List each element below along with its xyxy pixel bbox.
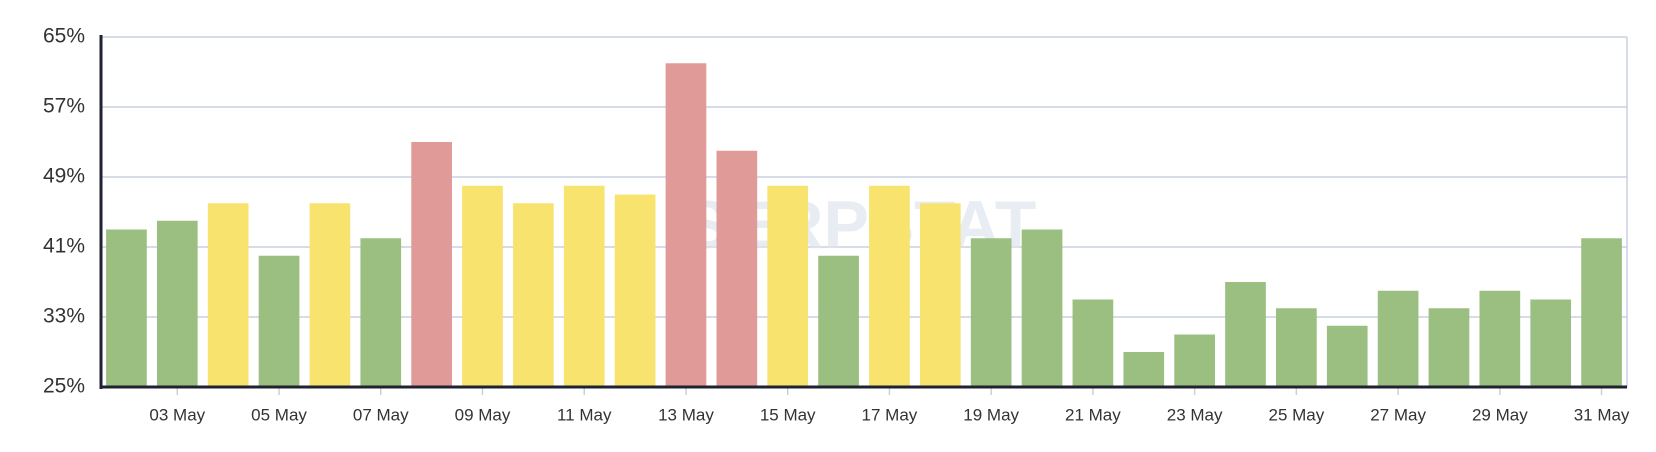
- x-tick-label: 07 May: [353, 405, 409, 424]
- bar: [1581, 238, 1622, 387]
- x-tick-label: 17 May: [862, 405, 918, 424]
- y-tick-label: 65%: [43, 25, 85, 48]
- x-tick-label: 21 May: [1065, 405, 1121, 424]
- bar: [869, 185, 910, 387]
- bar: [1021, 229, 1063, 387]
- y-tick-label: 25%: [43, 375, 85, 398]
- bar: [207, 203, 249, 387]
- bar: [1326, 325, 1368, 387]
- bar: [563, 185, 605, 387]
- x-tick-label: 13 May: [658, 405, 714, 424]
- bar: [970, 238, 1012, 387]
- bar: [411, 142, 452, 387]
- x-tick-label: 15 May: [760, 405, 816, 424]
- x-tick-label: 09 May: [455, 405, 511, 424]
- bar: [360, 238, 402, 387]
- bar: [309, 203, 351, 387]
- x-tick-label: 31 May: [1574, 405, 1630, 424]
- bar: [258, 255, 300, 387]
- y-tick-label: 49%: [43, 165, 85, 188]
- bar: [1174, 334, 1215, 387]
- x-tick-label: 23 May: [1167, 405, 1223, 424]
- bar: [1123, 352, 1165, 387]
- bar: [665, 63, 707, 387]
- bar: [818, 255, 859, 387]
- x-tick-label: 29 May: [1472, 405, 1528, 424]
- y-tick-label: 57%: [43, 95, 85, 118]
- bar: [106, 229, 147, 387]
- bar: [919, 203, 961, 387]
- bar: [1276, 308, 1317, 387]
- bar: [1072, 299, 1114, 387]
- x-tick-label: 05 May: [251, 405, 307, 424]
- bar: [1377, 290, 1419, 387]
- bar: [513, 203, 554, 387]
- bar: [462, 185, 503, 387]
- y-tick-label: 33%: [43, 305, 85, 328]
- bar: [614, 194, 656, 387]
- bar: [716, 150, 758, 387]
- bar: [156, 220, 198, 387]
- bar: [1428, 308, 1470, 387]
- x-tick-label: 19 May: [963, 405, 1019, 424]
- bar: [1225, 282, 1266, 387]
- x-tick-label: 11 May: [557, 405, 612, 424]
- bar: [1530, 299, 1572, 387]
- x-tick-label: 03 May: [149, 405, 205, 424]
- bar: [1479, 290, 1521, 387]
- x-tick-label: 25 May: [1268, 405, 1324, 424]
- x-tick-label: 27 May: [1370, 405, 1426, 424]
- bar: [767, 185, 809, 387]
- y-tick-label: 41%: [43, 235, 85, 258]
